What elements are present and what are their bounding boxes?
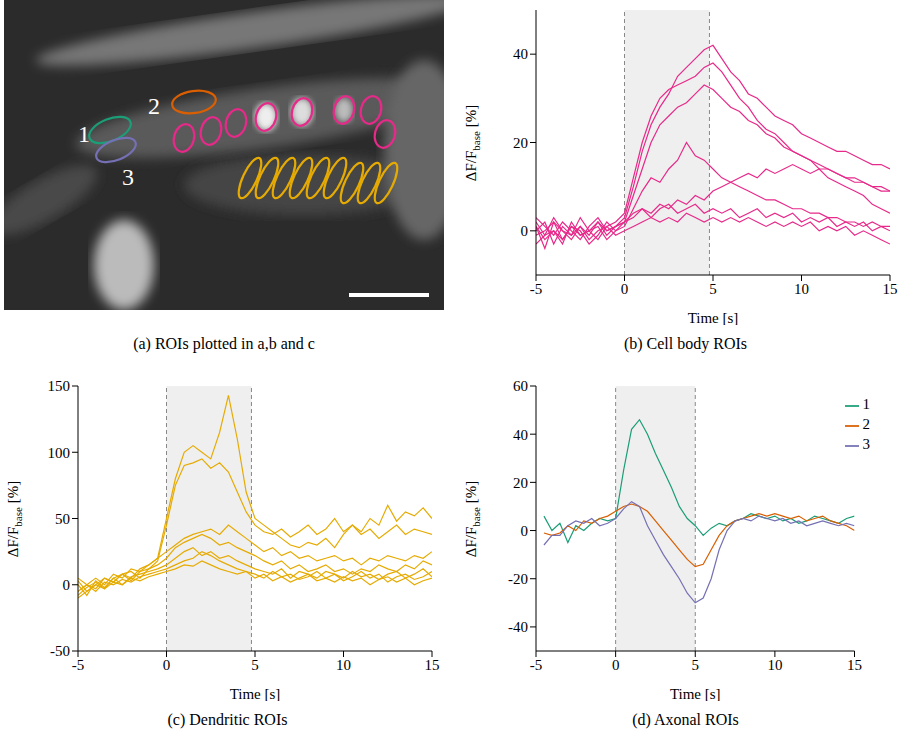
- svg-text:15: 15: [425, 657, 440, 673]
- svg-text:100: 100: [48, 445, 71, 461]
- html-text:base: base: [11, 506, 24, 527]
- svg-text:0: 0: [612, 657, 620, 673]
- svg-text:10: 10: [794, 281, 809, 297]
- svg-text:10: 10: [336, 657, 351, 673]
- svg-text:0: 0: [521, 223, 529, 239]
- html-text:3: 3: [862, 436, 870, 452]
- html-text:base: base: [469, 130, 482, 151]
- svg-text:-40: -40: [508, 619, 528, 635]
- svg-text:10: 10: [767, 657, 782, 673]
- html-text:base: base: [469, 506, 482, 527]
- html-text:1: 1: [862, 396, 870, 412]
- svg-text:15: 15: [883, 281, 898, 297]
- html-text:(d) Axonal ROIs: (d) Axonal ROIs: [632, 711, 739, 728]
- svg-text:Time [s]: Time [s]: [230, 686, 281, 701]
- svg-text:1: 1: [78, 121, 90, 147]
- html-text:(a) ROIs plotted in a,b and c: (a) ROIs plotted in a,b and c: [133, 335, 315, 352]
- html-text:ΔF/F: ΔF/F: [4, 526, 21, 557]
- svg-text:50: 50: [55, 511, 70, 527]
- svg-text:5: 5: [692, 657, 700, 673]
- svg-text:20: 20: [513, 135, 528, 151]
- svg-text:0: 0: [63, 577, 71, 593]
- svg-text:-5: -5: [530, 281, 543, 297]
- html-text:ΔF/F: ΔF/F: [462, 526, 479, 557]
- html-text:ΔF/F: ΔF/F: [462, 150, 479, 181]
- svg-text:2: 2: [148, 93, 160, 119]
- html-text:(b) Cell body ROIs: (b) Cell body ROIs: [623, 335, 747, 352]
- svg-text:40: 40: [513, 427, 528, 443]
- svg-text:0: 0: [521, 523, 529, 539]
- svg-text:60: 60: [513, 378, 528, 394]
- svg-text:40: 40: [513, 46, 528, 62]
- svg-text:5: 5: [709, 281, 717, 297]
- svg-text:15: 15: [847, 657, 862, 673]
- svg-text:-50: -50: [50, 643, 70, 659]
- svg-text:5: 5: [251, 657, 259, 673]
- svg-text:-5: -5: [72, 657, 85, 673]
- svg-text:0: 0: [163, 657, 171, 673]
- svg-text:-5: -5: [530, 657, 543, 673]
- svg-text:-20: -20: [508, 571, 528, 587]
- svg-text:150: 150: [48, 378, 71, 394]
- svg-text:20: 20: [513, 475, 528, 491]
- svg-text:Time [s]: Time [s]: [688, 310, 739, 325]
- html-text:(c) Dendritic ROIs: (c) Dendritic ROIs: [167, 711, 288, 728]
- html-text:2: 2: [862, 416, 870, 432]
- svg-text:3: 3: [122, 164, 134, 190]
- svg-text:0: 0: [621, 281, 629, 297]
- svg-text:Time [s]: Time [s]: [670, 686, 721, 701]
